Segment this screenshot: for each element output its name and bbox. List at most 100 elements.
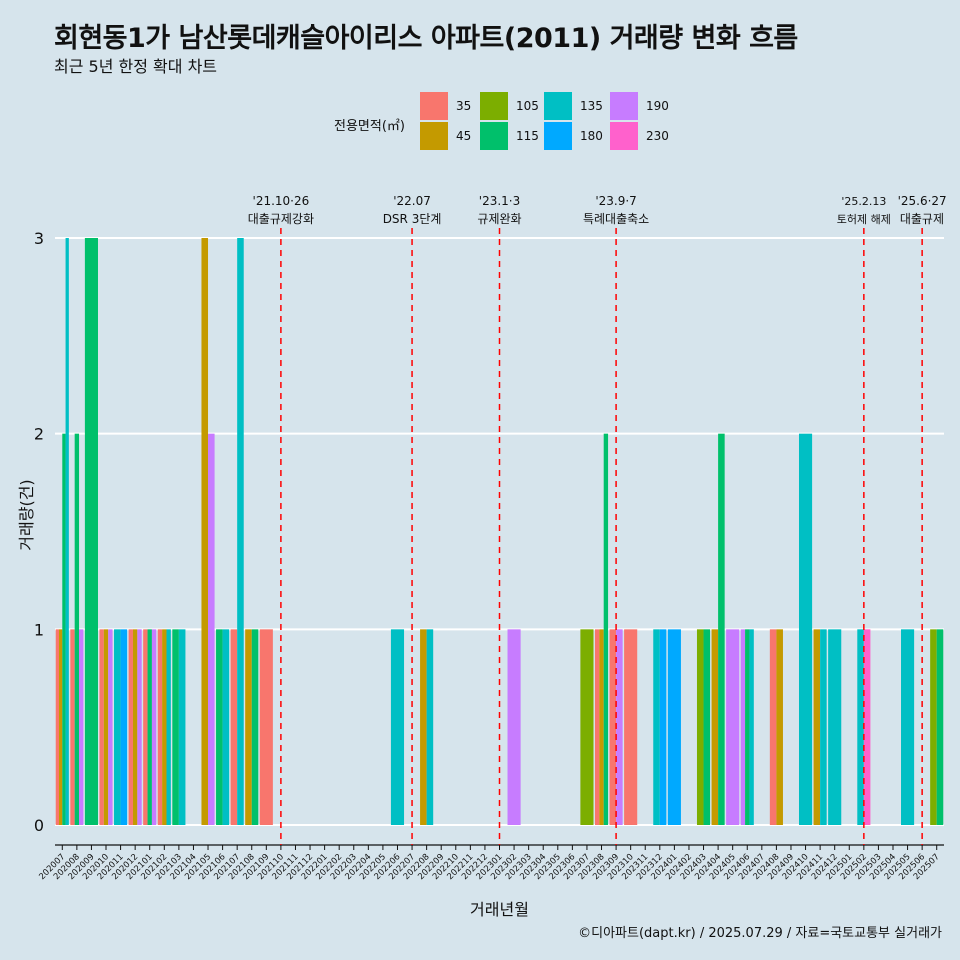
bar (599, 629, 604, 825)
bar (230, 629, 238, 825)
legend-label: 45 (456, 129, 472, 143)
bar (132, 629, 138, 825)
legend-swatch (420, 122, 448, 150)
bar (624, 629, 638, 825)
bar (222, 629, 230, 825)
bar (55, 629, 60, 825)
bar (99, 629, 104, 825)
bar (120, 629, 128, 825)
bar (237, 238, 244, 825)
bar (696, 629, 704, 825)
event-label: 대출규제 (900, 212, 944, 226)
bar (703, 629, 711, 825)
event-label: 대출규제강화 (248, 212, 314, 226)
y-axis-title: 거래량(건) (17, 479, 36, 550)
bar (151, 629, 157, 825)
bar (718, 433, 725, 825)
legend-label: 180 (580, 129, 603, 143)
legend-title: 전용면적(㎡) (334, 119, 405, 134)
bar (798, 433, 813, 825)
chart-subtitle: 최근 5년 한정 확대 차트 (54, 57, 218, 76)
bar (147, 629, 152, 825)
x-axis-title: 거래년월 (470, 900, 529, 919)
event-date-label: '21.10·26 (253, 194, 310, 208)
bar (79, 629, 84, 825)
bar (580, 629, 594, 825)
legend-swatch (420, 92, 448, 120)
bar (930, 629, 937, 825)
bar (711, 629, 719, 825)
bar (769, 629, 777, 825)
bar (901, 629, 915, 825)
bar (659, 629, 667, 825)
legend-item: 105 (480, 92, 600, 120)
event-date-label: '22.07 (393, 194, 431, 208)
legend-item: 135 (544, 92, 664, 120)
legend-label: 115 (516, 129, 539, 143)
bar (74, 433, 80, 825)
event-label: 규제완화 (477, 212, 521, 226)
bar (143, 629, 148, 825)
bar (251, 629, 259, 825)
bar (390, 629, 405, 825)
bar (172, 629, 179, 825)
event-date-label: '25.2.13 (841, 195, 886, 208)
bar (507, 629, 521, 825)
bar (813, 629, 821, 825)
bar (653, 629, 660, 825)
event-label: 토허제 해제 (837, 212, 891, 226)
legend-item: 35 (420, 92, 540, 120)
bar (59, 629, 63, 825)
bar (108, 629, 113, 825)
legend-swatch (544, 92, 572, 120)
bar (776, 629, 783, 825)
event-date-label: '25.6·27 (898, 194, 947, 208)
bar (609, 629, 617, 825)
bar (259, 629, 273, 825)
bar (749, 629, 754, 825)
legend-item: 190 (610, 92, 730, 120)
event-label: 특례대출축소 (583, 212, 649, 226)
y-tick-label: 3 (34, 229, 44, 248)
bar (420, 629, 427, 825)
bar (863, 629, 871, 825)
bar (820, 629, 827, 825)
bar (857, 629, 864, 825)
bar (201, 238, 209, 825)
bar (208, 433, 215, 825)
bar (426, 629, 434, 825)
legend-item: 45 (420, 122, 540, 150)
bar (103, 629, 109, 825)
bar (616, 629, 623, 825)
legend-label: 35 (456, 99, 472, 113)
bar (157, 629, 163, 825)
bar (178, 629, 186, 825)
bar (114, 629, 121, 825)
bar (70, 629, 75, 825)
bar (667, 629, 681, 825)
bar (245, 629, 252, 825)
legend-swatch (610, 122, 638, 150)
y-tick-label: 2 (34, 425, 44, 444)
legend-label: 230 (646, 129, 669, 143)
bar (84, 238, 98, 825)
bar (828, 629, 842, 825)
bar (603, 433, 609, 825)
bar (936, 629, 944, 825)
bar (594, 629, 600, 825)
bar (162, 629, 167, 825)
legend-item: 230 (610, 122, 730, 150)
legend-label: 135 (580, 99, 603, 113)
legend-swatch (544, 122, 572, 150)
bar (166, 629, 171, 825)
bar (216, 629, 223, 825)
event-label: DSR 3단계 (383, 212, 442, 226)
bar (62, 433, 66, 825)
bar (726, 629, 740, 825)
bar (128, 629, 133, 825)
legend-item: 180 (544, 122, 664, 150)
event-date-label: '23.1·3 (479, 194, 520, 208)
y-tick-label: 1 (34, 620, 44, 639)
event-date-label: '23.9·7 (595, 194, 636, 208)
